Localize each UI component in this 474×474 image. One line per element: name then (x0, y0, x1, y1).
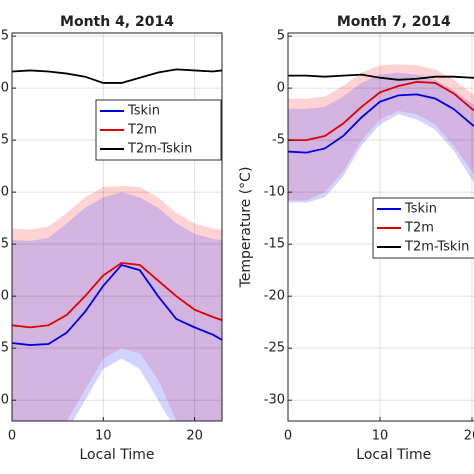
legend-label: T2m (127, 123, 157, 138)
chart-title: Month 4, 2014 (60, 14, 174, 30)
line (12, 261, 222, 329)
y-tick-label: 5 (277, 29, 285, 44)
y-tick-label: 5 (1, 341, 9, 356)
subplot: 0 10 20 5 0 -5 -10 -15 -20 -25 -30 Month 7, 2014 Loc… (238, 14, 474, 463)
y-tick-label: -10 (264, 185, 285, 200)
plot (12, 33, 222, 421)
x-axis-label: Local Time (80, 447, 155, 463)
y-tick-label: -30 (264, 393, 285, 408)
y-tick-label: 0 (1, 185, 9, 200)
line (12, 68, 222, 84)
line (288, 93, 474, 154)
y-tick-label: 0 (1, 393, 9, 408)
x-tick-label: 20 (186, 429, 203, 444)
y-tick-label: 0 (277, 81, 285, 96)
axes-frame (287, 32, 474, 422)
y-tick-label: 0 (1, 289, 9, 304)
x-tick-label: 0 (8, 429, 16, 444)
axes-frame (11, 32, 223, 422)
y-tick-label: -20 (264, 289, 285, 304)
line (288, 73, 474, 81)
line (12, 263, 222, 346)
legend-label: T2m-Tskin (127, 142, 192, 157)
y-tick-label: -5 (272, 133, 285, 148)
legend-label: Tskin (404, 202, 437, 217)
subplot: 0 10 20 5 0 5 0 5 0 5 0 Month 4, 2014 Local Time Tski… (1, 14, 223, 463)
plot-area (12, 33, 222, 421)
y-tick-label: -15 (264, 237, 285, 252)
y-tick-label: 5 (1, 29, 9, 44)
y-tick-label: 5 (1, 133, 9, 148)
legend-label: T2m (404, 221, 434, 236)
x-tick-label: 10 (372, 429, 389, 444)
y-tick-label: 5 (1, 237, 9, 252)
band (288, 64, 474, 201)
band (12, 192, 222, 421)
chart-title: Month 7, 2014 (337, 14, 451, 30)
y-tick-label: -25 (264, 341, 285, 356)
y-axis-label: Temperature (°C) (238, 167, 254, 289)
x-axis-label: Local Time (356, 447, 431, 463)
legend-label: Tskin (127, 104, 160, 119)
legend-label: T2m-Tskin (404, 240, 469, 255)
band (12, 185, 222, 421)
x-tick-label: 20 (464, 429, 474, 444)
line (288, 80, 474, 142)
x-tick-label: 0 (284, 429, 292, 444)
band (288, 72, 474, 203)
x-tick-label: 10 (95, 429, 112, 444)
y-tick-label: 0 (1, 81, 9, 96)
